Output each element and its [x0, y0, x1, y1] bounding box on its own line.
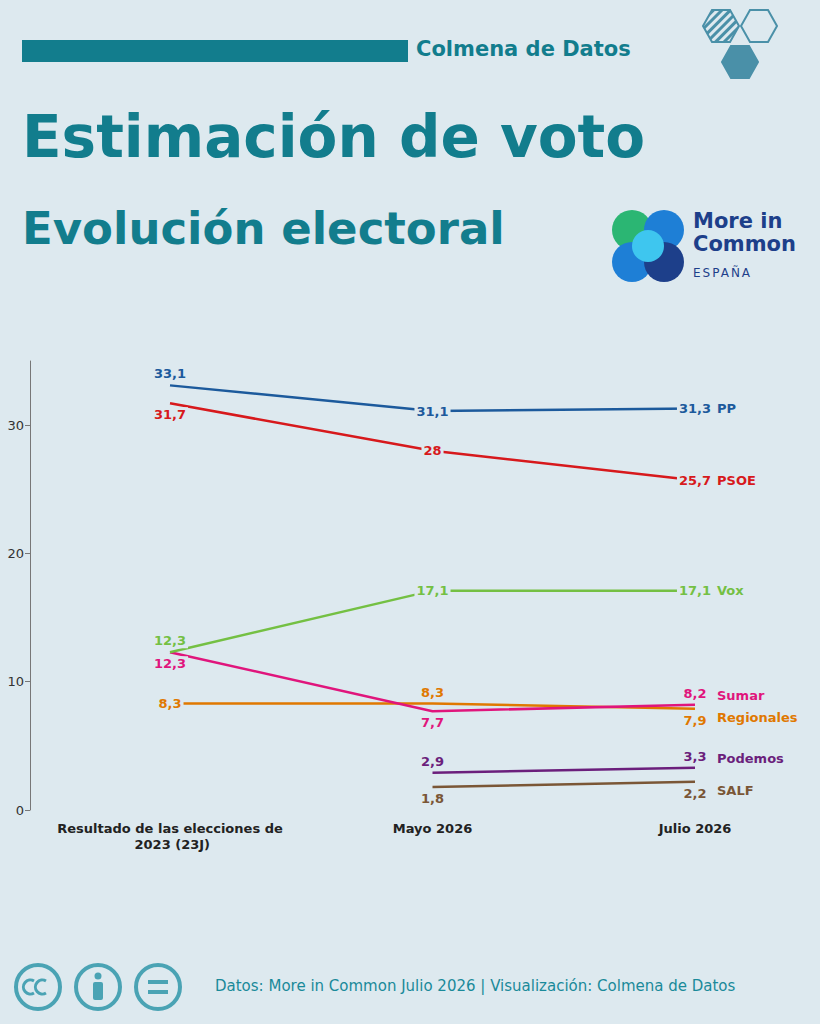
svg-text:17,1: 17,1	[679, 583, 711, 598]
svg-text:7,9: 7,9	[683, 713, 706, 728]
svg-text:31,7: 31,7	[154, 407, 186, 422]
svg-text:Podemos: Podemos	[717, 751, 784, 766]
svg-text:2,2: 2,2	[683, 786, 706, 801]
svg-text:PSOE: PSOE	[717, 473, 756, 488]
svg-text:PP: PP	[717, 401, 736, 416]
svg-text:2023 (23J): 2023 (23J)	[130, 837, 210, 852]
svg-text:SALF: SALF	[717, 783, 754, 798]
svg-text:Regionales: Regionales	[717, 710, 798, 725]
svg-text:2,9: 2,9	[421, 754, 444, 769]
svg-text:20: 20	[7, 546, 24, 561]
html-text:ESPAÑA: ESPAÑA	[693, 266, 753, 280]
svg-text:30: 30	[7, 418, 24, 433]
svg-text:Resultado de las elecciones de: Resultado de las elecciones de	[57, 821, 283, 836]
svg-text:Mayo 2026: Mayo 2026	[393, 821, 472, 836]
svg-text:7,7: 7,7	[421, 715, 444, 730]
html-text:Datos: More in Common Julio 20: Datos: More in Common Julio 2026 | Visua…	[215, 977, 736, 995]
svg-text:Sumar: Sumar	[717, 688, 765, 703]
html-text:Colmena de Datos: Colmena de Datos	[416, 37, 631, 61]
svg-text:8,3: 8,3	[158, 696, 181, 711]
svg-text:Julio 2026: Julio 2026	[658, 821, 732, 836]
svg-text:31,1: 31,1	[416, 404, 448, 419]
svg-text:12,3: 12,3	[154, 656, 186, 671]
svg-text:1,8: 1,8	[421, 791, 444, 806]
svg-text:8,2: 8,2	[683, 686, 706, 701]
svg-text:12,3: 12,3	[154, 633, 186, 648]
svg-text:28: 28	[423, 443, 441, 458]
svg-text:0: 0	[16, 803, 24, 818]
svg-text:17,1: 17,1	[416, 583, 448, 598]
svg-text:10: 10	[7, 674, 24, 689]
html-text:More in Common: More in Common	[693, 209, 796, 256]
html-text:Evolución electoral: Evolución electoral	[22, 202, 505, 255]
svg-text:25,7: 25,7	[679, 473, 711, 488]
svg-text:Vox: Vox	[717, 583, 744, 598]
html-text:Estimación de voto: Estimación de voto	[22, 103, 646, 171]
svg-text:8,3: 8,3	[421, 685, 444, 700]
svg-text:3,3: 3,3	[683, 749, 706, 764]
svg-text:31,3: 31,3	[679, 401, 711, 416]
svg-text:33,1: 33,1	[154, 366, 186, 381]
